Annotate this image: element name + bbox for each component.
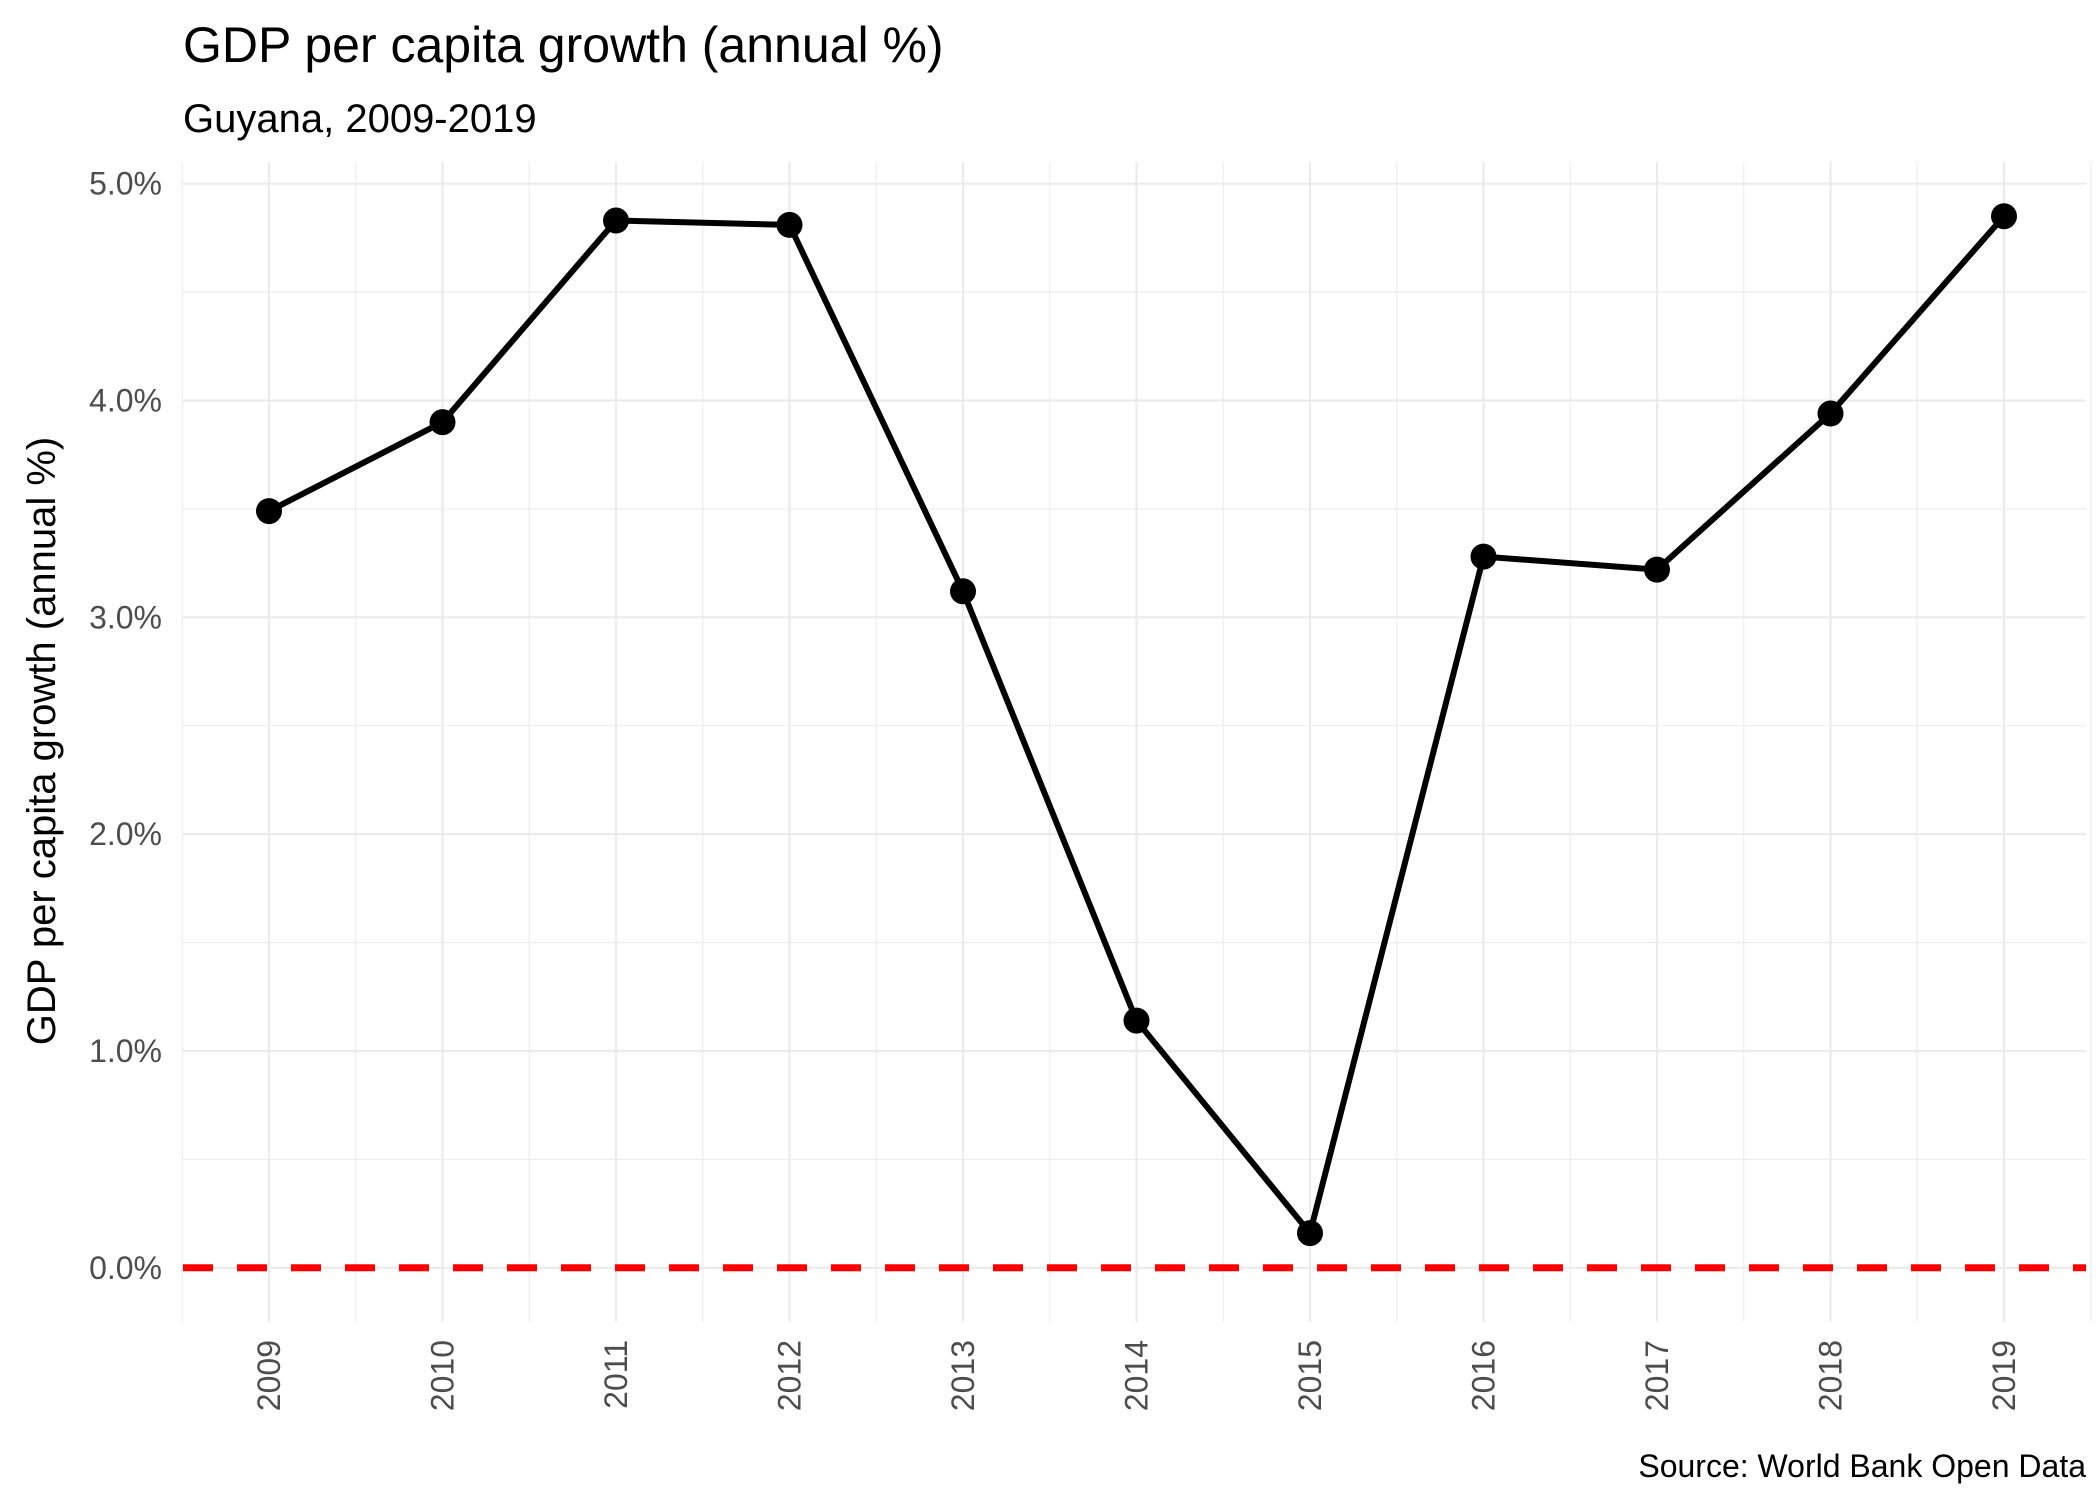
x-tick-label: 2010 xyxy=(425,1340,461,1411)
data-point xyxy=(1817,400,1844,427)
data-point xyxy=(950,578,976,605)
y-axis-title: GDP per capita growth (annual %) xyxy=(20,437,64,1045)
x-tick-label: 2013 xyxy=(945,1340,981,1411)
data-point xyxy=(1644,556,1670,583)
data-point xyxy=(1123,1007,1150,1034)
data-point xyxy=(1297,1220,1323,1247)
y-tick-label: 3.0% xyxy=(89,599,162,635)
x-tick-label: 2017 xyxy=(1639,1340,1675,1411)
x-tick-label: 2016 xyxy=(1466,1340,1502,1411)
y-axis-ticks: 0.0% 1.0% 2.0% 3.0% 4.0% 5.0% xyxy=(89,166,162,1286)
data-point xyxy=(256,498,282,525)
x-tick-label: 2018 xyxy=(1813,1340,1849,1411)
chart-caption: Source: World Bank Open Data xyxy=(1638,1448,2086,1484)
grid xyxy=(181,162,2092,1322)
y-tick-label: 0.0% xyxy=(89,1250,162,1286)
data-point xyxy=(429,409,456,436)
x-tick-label: 2015 xyxy=(1292,1340,1328,1411)
y-tick-label: 5.0% xyxy=(89,166,162,202)
chart-title: GDP per capita growth (annual %) xyxy=(183,17,944,73)
x-axis-ticks: 2009 2010 2011 2012 2013 2014 2015 2016 2017 2018… xyxy=(251,1340,2022,1411)
x-tick-label: 2019 xyxy=(1986,1340,2022,1411)
y-tick-label: 4.0% xyxy=(89,383,162,419)
x-tick-label: 2011 xyxy=(598,1340,634,1409)
data-points xyxy=(256,203,2017,1247)
chart-subtitle: Guyana, 2009-2019 xyxy=(183,97,537,141)
data-point xyxy=(603,207,629,234)
x-tick-label: 2012 xyxy=(772,1340,808,1411)
x-tick-label: 2014 xyxy=(1119,1340,1155,1411)
x-tick-label: 2009 xyxy=(251,1340,287,1411)
data-point xyxy=(776,211,803,238)
y-tick-label: 1.0% xyxy=(89,1033,162,1069)
data-point xyxy=(1991,203,2017,230)
data-point xyxy=(1470,543,1497,570)
y-tick-label: 2.0% xyxy=(89,816,162,852)
